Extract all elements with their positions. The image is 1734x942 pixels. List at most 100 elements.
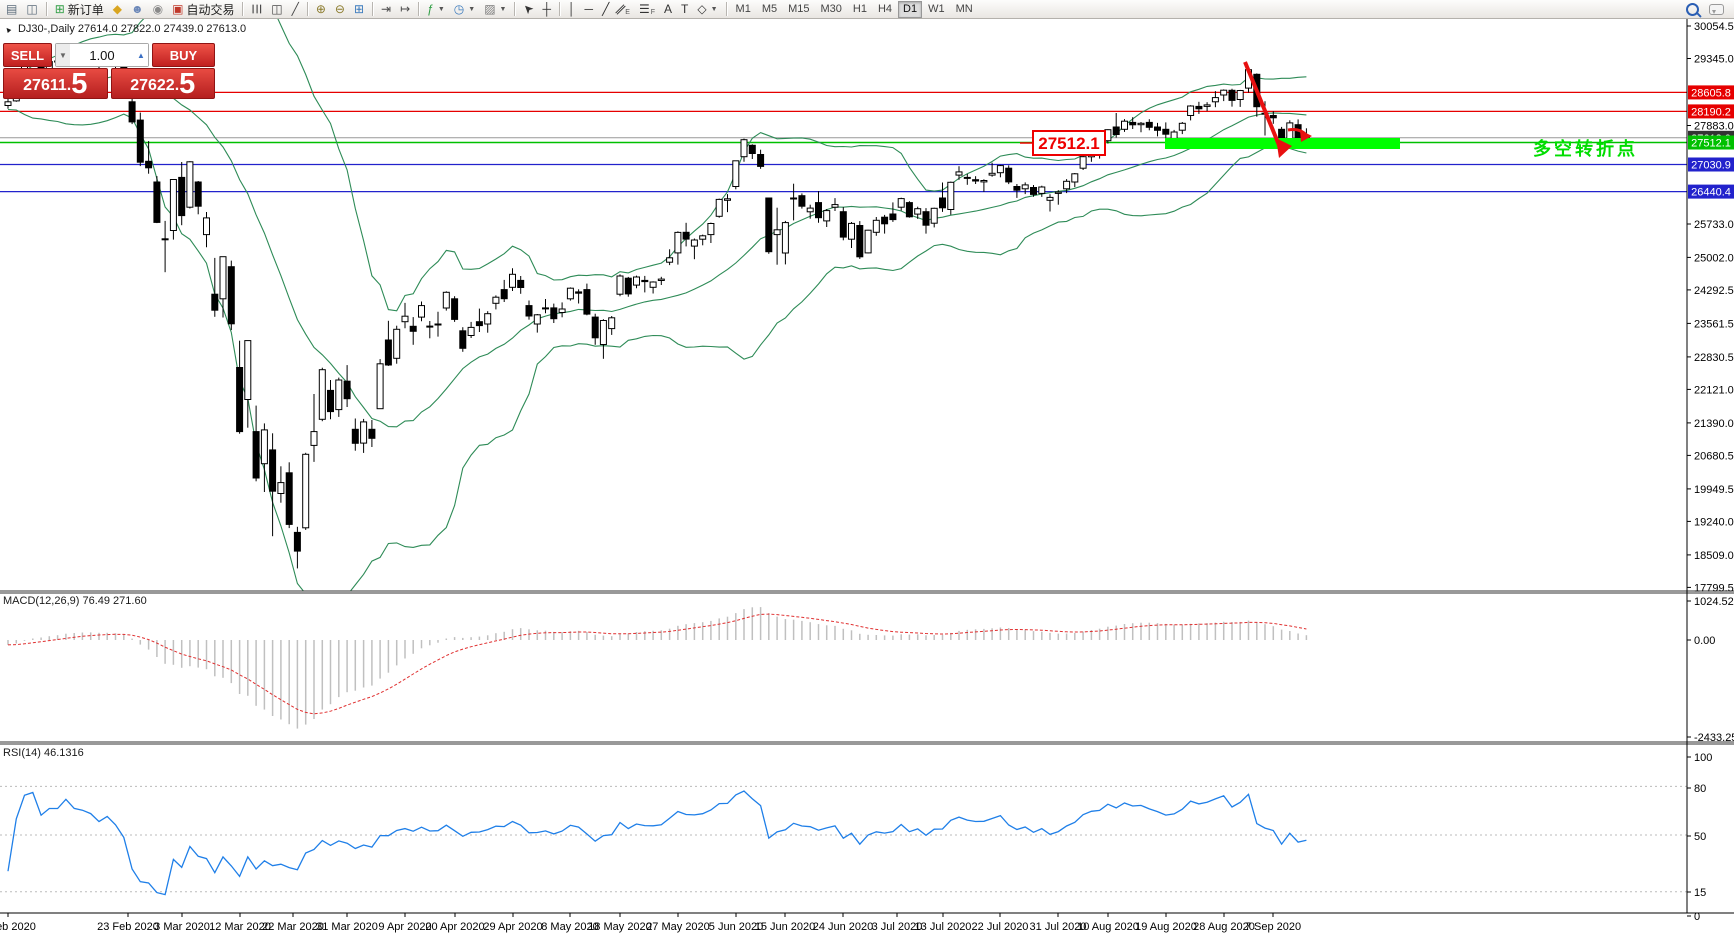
zoom-in-icon[interactable]: ⊕ — [312, 0, 330, 19]
volume-stepper[interactable]: ▼ ▲ — [55, 43, 149, 67]
one-click-trading-panel: SELL ▼ ▲ BUY 27611.5 27622.5 — [3, 43, 215, 99]
timeframe-m30-button[interactable]: M30 — [820, 3, 842, 15]
candle — [368, 428, 376, 439]
candle — [145, 160, 153, 169]
toolbar-separator — [725, 2, 727, 16]
svg-text:0: 0 — [1694, 911, 1700, 923]
zoom-out-icon[interactable]: ⊖ — [331, 0, 349, 19]
periods-icon: ◷ — [453, 2, 465, 16]
templates-dropdown-icon[interactable]: ▼ — [499, 5, 507, 13]
candle — [740, 139, 748, 158]
timeframe-m5-button[interactable]: M5 — [761, 3, 778, 15]
candle — [1137, 122, 1145, 126]
cursor-icon[interactable]: ➤ — [519, 0, 537, 19]
indicators-icon[interactable]: ƒ ▼ — [423, 0, 449, 19]
data-window-icon[interactable]: ◫ — [22, 0, 41, 19]
templates-icon[interactable]: ▨ ▼ — [480, 0, 510, 19]
templates-icon: ▨ — [484, 2, 496, 16]
crosshair-icon[interactable]: ┼ — [539, 0, 556, 19]
autotrading-button[interactable]: ▣ 自动交易 — [168, 0, 238, 19]
periods-dropdown-icon[interactable]: ▼ — [468, 5, 476, 13]
search-icon[interactable] — [1686, 2, 1699, 16]
chart-shift-icon[interactable]: ↦ — [396, 0, 414, 19]
svg-text:31 Mar 2020: 31 Mar 2020 — [316, 921, 378, 933]
vertical-line-tool-icon[interactable]: │ — [564, 0, 580, 19]
text-tool-icon[interactable]: A — [660, 0, 676, 19]
chat-icon[interactable] — [1709, 3, 1724, 15]
line-chart-mode-icon[interactable]: ╱ — [288, 0, 303, 19]
metaeditor-icon[interactable]: ◆ — [109, 0, 126, 19]
horizontal-line-tool-icon[interactable]: ─ — [581, 0, 598, 19]
annotation-note-text[interactable]: 多空转折点 — [1533, 138, 1638, 159]
svg-text:22 Jul 2020: 22 Jul 2020 — [972, 921, 1029, 933]
fibonacci-tool-icon[interactable]: ☰ F — [635, 0, 659, 19]
bar-chart-mode-icon: ☰ — [249, 3, 264, 15]
timeframe-m15-button[interactable]: M15 — [788, 3, 810, 15]
candlestick-mode-icon[interactable]: ◫ — [267, 0, 286, 19]
sell-button[interactable]: SELL — [3, 43, 52, 67]
chart-symbol-period: DJ30-,Daily — [17, 23, 75, 35]
toolbar-separator — [45, 2, 47, 16]
shapes-tool-dropdown-icon[interactable]: ▼ — [710, 5, 718, 13]
data-window-icon: ◫ — [26, 2, 38, 16]
community-icon[interactable]: ☻ — [127, 0, 148, 19]
candle — [897, 198, 905, 208]
bar-chart-mode-icon[interactable]: ☰ — [247, 0, 266, 19]
candle — [426, 325, 434, 328]
price-axis[interactable]: 30054.5 29345.0 27883.0 25733.0 25002.0 24292… — [1686, 19, 1734, 923]
candle — [351, 428, 359, 444]
timeframe-h4-button[interactable]: H4 — [877, 3, 893, 15]
candle — [591, 316, 599, 339]
sell-price-button[interactable]: 27611. 5 — [3, 68, 108, 99]
candle — [318, 369, 326, 420]
candle — [525, 305, 533, 317]
cursor-icon: ➤ — [519, 0, 538, 18]
candle — [707, 223, 715, 236]
volume-decrease-button[interactable]: ▼ — [56, 44, 70, 66]
new-order-button[interactable]: ⊞ 新订单 — [51, 0, 108, 19]
candle — [699, 235, 707, 240]
svg-text:100: 100 — [1694, 752, 1712, 764]
candle — [219, 256, 227, 300]
tile-windows-icon[interactable]: ⊞ — [350, 0, 368, 19]
candle — [666, 257, 674, 263]
trend-arrow-line[interactable] — [1243, 61, 1283, 151]
toolbar: ▤ ◫ ⊞ 新订单 ◆ ☻ ◉ ▣ 自动交易 ☰ ◫ ╱ ⊕ ⊖ ⊞ ⇥ ↦ ƒ ▼ ◷ ▼ ▨ ▼ ➤ ┼ │ ─ ╱ ∥ E ☰ F A T ◇… — [0, 0, 1734, 19]
signals-icon: ◉ — [152, 2, 164, 16]
timeframe-mn-button[interactable]: MN — [955, 3, 973, 15]
trendline-tool-icon[interactable]: ╱ — [598, 0, 613, 19]
channel-tool-icon[interactable]: ∥ E — [614, 0, 634, 19]
macd-signal-line — [7, 613, 1307, 715]
timeframe-w1-button[interactable]: W1 — [928, 3, 945, 15]
candle — [252, 431, 260, 479]
volume-increase-button[interactable]: ▲ — [134, 44, 148, 66]
signals-icon[interactable]: ◉ — [149, 0, 167, 19]
svg-text:1024.52: 1024.52 — [1694, 596, 1734, 608]
auto-scroll-icon[interactable]: ⇥ — [377, 0, 395, 19]
market-watch-icon[interactable]: ▤ — [2, 0, 21, 19]
timeframe-h1-button[interactable]: H1 — [852, 3, 867, 15]
rsi-line — [7, 790, 1307, 896]
buy-price-button[interactable]: 27622. 5 — [110, 68, 215, 99]
candle — [823, 210, 831, 222]
buy-button[interactable]: BUY — [152, 43, 215, 67]
indicators-dropdown-icon[interactable]: ▼ — [437, 5, 445, 13]
price-callout-box[interactable] — [1032, 130, 1106, 156]
price-level-axis-label — [1688, 104, 1734, 119]
timeframe-d1-button[interactable]: D1 — [898, 0, 923, 18]
shapes-tool-icon[interactable]: ◇ ▼ — [693, 0, 721, 19]
svg-text:20 Apr 2020: 20 Apr 2020 — [425, 921, 484, 933]
periods-icon[interactable]: ◷ ▼ — [450, 0, 479, 19]
volume-input[interactable] — [70, 46, 134, 64]
timeframe-m1-button[interactable]: M1 — [735, 3, 751, 15]
label-tool-icon[interactable]: T — [677, 0, 692, 19]
candle — [517, 279, 525, 288]
crosshair-icon: ┼ — [542, 2, 552, 16]
svg-text:15 Jun 2020: 15 Jun 2020 — [755, 921, 816, 933]
candle — [690, 239, 698, 247]
tile-windows-icon: ⊞ — [353, 2, 365, 16]
svg-text:27030.9: 27030.9 — [1691, 160, 1731, 172]
svg-text:26440.4: 26440.4 — [1691, 187, 1731, 199]
